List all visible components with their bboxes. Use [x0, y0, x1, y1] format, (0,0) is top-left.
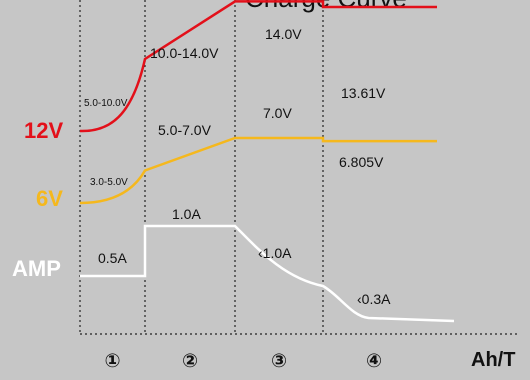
stage-number-2: ② — [182, 350, 198, 372]
stage-number-1: ① — [104, 350, 120, 372]
curve-6v — [79, 136, 437, 205]
curve-amp — [80, 224, 455, 323]
stage-numbers: ① ② ③ ④ — [104, 350, 382, 372]
value-label-12v-stage-1: 5.0-10.0V — [84, 98, 128, 109]
value-label-6v-stage-3: 7.0V — [263, 105, 292, 121]
value-label-12v-stage-3: 14.0V — [265, 26, 302, 42]
value-labels: 5.0-10.0V 10.0-14.0V 14.0V 13.61V 3.0-5.0V 5.… — [84, 26, 391, 307]
value-label-6v-stage-4: 6.805V — [339, 154, 384, 170]
value-label-amp-stage-2: 1.0A — [172, 206, 201, 222]
stage-number-4: ④ — [366, 350, 382, 372]
series-label-amp: AMP — [12, 256, 61, 281]
value-label-amp-stage-3: ‹1.0A — [258, 245, 292, 261]
value-label-amp-stage-4: ‹0.3A — [357, 291, 391, 307]
series-label-6v: 6V — [36, 186, 63, 211]
curves — [79, 0, 455, 323]
value-label-6v-stage-2: 5.0-7.0V — [158, 122, 212, 138]
value-label-12v-stage-4: 13.61V — [341, 85, 386, 101]
stage-dividers — [79, 0, 324, 334]
value-label-6v-stage-1: 3.0-5.0V — [90, 177, 128, 188]
value-label-amp-stage-1: 0.5A — [98, 250, 127, 266]
x-axis-label: Ah/T — [471, 349, 515, 371]
curve-12v — [79, 0, 437, 133]
series-label-12v: 12V — [24, 118, 63, 143]
value-label-12v-stage-2: 10.0-14.0V — [150, 45, 219, 61]
stage-number-3: ③ — [271, 350, 287, 372]
